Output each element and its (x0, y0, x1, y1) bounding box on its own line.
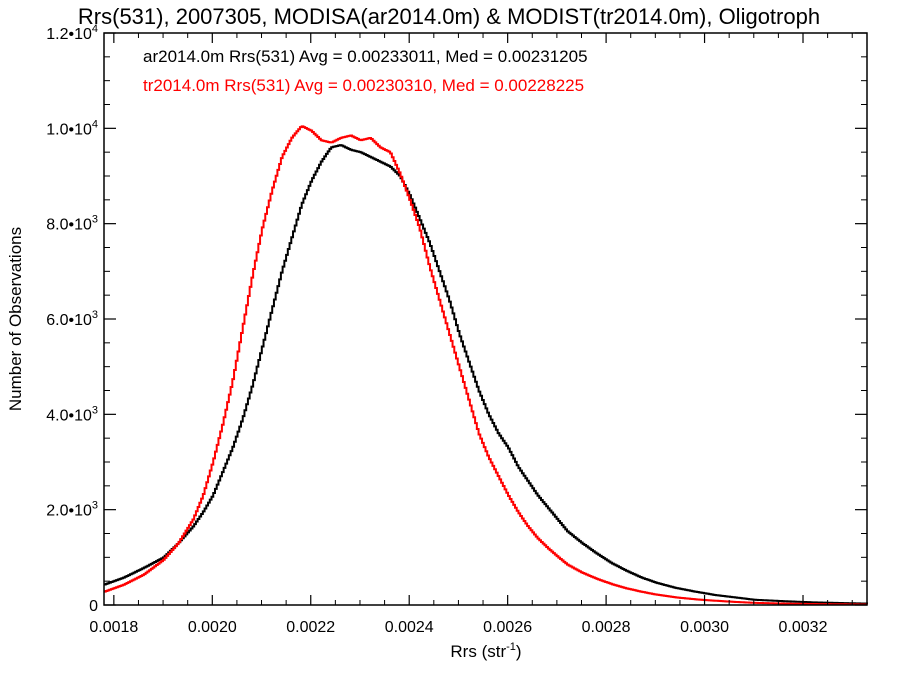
x-tick-label: 0.0030 (680, 619, 729, 636)
x-tick-label: 0.0032 (779, 619, 828, 636)
series-line-0 (104, 144, 868, 605)
y-tick-label: 8.0•103 (46, 214, 98, 234)
x-tick-label: 0.0018 (89, 619, 138, 636)
x-axis-label-main: Rrs (str (450, 642, 506, 661)
series-layer (104, 125, 868, 606)
y-axis: 0 2.0•103 4.0•103 6.0•103 8.0•103 1.0•104 1.2•… (46, 23, 867, 615)
y-tick-label: 0 (89, 598, 98, 615)
x-tick-label: 0.0024 (385, 619, 434, 636)
x-axis-label-suffix: ) (516, 642, 522, 661)
legend: ar2014.0m Rrs(531) Avg = 0.00233011, Med… (143, 47, 588, 95)
plot-area: 0.0018 0.0020 0.0022 0.0024 0.0026 0.0028 0.00… (46, 23, 868, 636)
x-axis: 0.0018 0.0020 0.0022 0.0024 0.0026 0.0028 0.00… (89, 33, 853, 636)
x-tick-label: 0.0022 (286, 619, 335, 636)
x-axis-label: Rrs (str-1) (450, 641, 521, 661)
x-tick-label: 0.0026 (483, 619, 532, 636)
series-line-1 (104, 125, 868, 606)
x-tick-label: 0.0020 (188, 619, 237, 636)
x-axis-label-sup: -1 (506, 641, 516, 653)
y-axis-label: Number of Observations (6, 227, 25, 411)
y-tick-label: 1.2•104 (46, 23, 98, 43)
y-tick-label: 1.0•104 (46, 118, 98, 138)
y-tick-label: 6.0•103 (46, 309, 98, 329)
x-tick-label: 0.0028 (582, 619, 631, 636)
plot-frame (103, 32, 868, 606)
chart-title: Rrs(531), 2007305, MODISA(ar2014.0m) & M… (78, 4, 820, 29)
legend-entry-1: tr2014.0m Rrs(531) Avg = 0.00230310, Med… (143, 76, 584, 95)
y-tick-label: 2.0•103 (46, 500, 98, 520)
y-tick-label: 4.0•103 (46, 404, 98, 424)
legend-entry-0: ar2014.0m Rrs(531) Avg = 0.00233011, Med… (143, 47, 588, 66)
